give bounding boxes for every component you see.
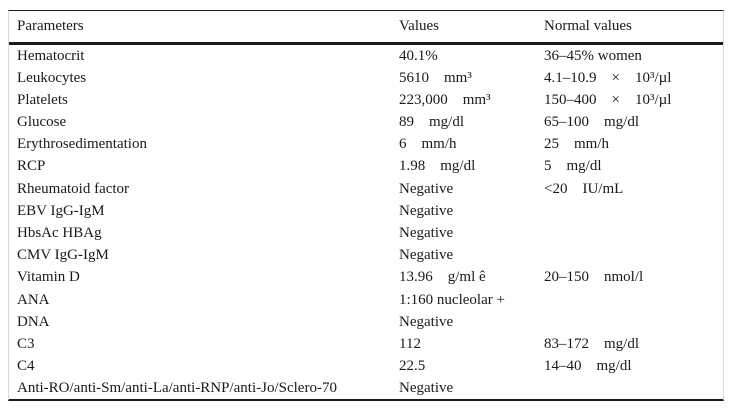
value-cell: 112 (399, 335, 421, 352)
column-header-values: Values (399, 18, 439, 34)
normal-cell: 36–45% women (544, 47, 642, 64)
value-cell: Negative (399, 380, 454, 397)
param-cell: ANA (17, 291, 50, 308)
param-cell: CMV IgG-IgM (17, 247, 109, 264)
lab-results-table: Parameters Values Normal values Hematocr… (8, 10, 724, 401)
table-row-c4: C4 22.5 14–40 mg/dl (9, 355, 723, 377)
table-row-erythrosedimentation: Erythrosedimentation 6 mm/h 25 mm/h (9, 133, 723, 155)
param-cell: HbsAc HBAg (17, 225, 102, 241)
value-cell: Negative (399, 225, 454, 241)
table-row-cmv: CMV IgG-IgM Negative (9, 244, 723, 266)
table-row-ebv: EBV IgG-IgM Negative (9, 200, 723, 222)
table-row-platelets: Platelets 223,000 mm³ 150–400 × 10³/µl (9, 89, 723, 111)
table-header-row: Parameters Values Normal values (9, 11, 723, 42)
param-cell: Hematocrit (17, 47, 85, 64)
value-cell: Negative (399, 202, 454, 219)
param-cell: Platelets (17, 91, 68, 108)
param-cell: Erythrosedimentation (17, 136, 147, 153)
normal-cell (544, 244, 723, 266)
table-row-rheumatoid-factor: Rheumatoid factor Negative <20 IU/mL (9, 178, 723, 200)
normal-cell: 20–150 nmol/l (544, 269, 644, 286)
normal-cell: 14–40 mg/dl (544, 358, 632, 375)
value-cell: 13.96 g/ml ê (399, 269, 486, 286)
value-cell: 1.98 mg/dl (399, 158, 476, 175)
normal-cell: 5 mg/dl (544, 158, 602, 175)
table-row-leukocytes: Leukocytes 5610 mm³ 4.1–10.9 × 10³/µl (9, 67, 723, 89)
value-cell: Negative (399, 180, 454, 197)
param-cell: EBV IgG-IgM (17, 202, 105, 219)
table-row-vitamin-d: Vitamin D 13.96 g/ml ê 20–150 nmol/l (9, 266, 723, 288)
normal-cell: <20 IU/mL (544, 180, 624, 197)
normal-cell: 4.1–10.9 × 10³/µl (544, 69, 672, 86)
value-cell: Negative (399, 313, 454, 330)
normal-cell (544, 311, 723, 333)
value-cell: Negative (399, 247, 454, 264)
normal-cell (544, 222, 723, 244)
param-cell: C3 (17, 335, 35, 352)
table-row-c3: C3 112 83–172 mg/dl (9, 333, 723, 355)
param-cell: Leukocytes (17, 69, 87, 86)
value-cell: 223,000 mm³ (399, 91, 491, 108)
table-row-hematocrit: Hematocrit 40.1% 36–45% women (9, 45, 723, 67)
value-cell: 40.1% (399, 47, 438, 64)
table-row-antibody-panel: Anti-RO/anti-Sm/anti-La/anti-RNP/anti-Jo… (9, 377, 723, 399)
table-row-hbsac: HbsAc HBAg Negative (9, 222, 723, 244)
normal-cell: 83–172 mg/dl (544, 335, 640, 352)
value-cell: 6 mm/h (399, 136, 457, 153)
param-cell: Vitamin D (17, 269, 80, 286)
normal-cell (544, 377, 723, 399)
param-cell: Anti-RO/anti-Sm/anti-La/anti-RNP/anti-Jo… (17, 380, 337, 397)
normal-cell: 65–100 mg/dl (544, 114, 640, 131)
table-row-rcp: RCP 1.98 mg/dl 5 mg/dl (9, 155, 723, 177)
param-cell: RCP (17, 158, 46, 175)
param-cell: DNA (17, 313, 50, 330)
column-header-normal-values: Normal values (544, 18, 632, 34)
normal-cell: 25 mm/h (544, 136, 610, 153)
param-cell: Rheumatoid factor (17, 180, 130, 197)
normal-cell (544, 200, 723, 222)
column-header-parameters: Parameters (17, 18, 84, 34)
header-divider-rule (9, 42, 723, 45)
value-cell: 1:160 nucleolar + (399, 291, 505, 308)
value-cell: 89 mg/dl (399, 114, 465, 131)
table-row-dna: DNA Negative (9, 311, 723, 333)
value-cell: 5610 mm³ (399, 69, 472, 86)
normal-cell (544, 289, 723, 311)
param-cell: C4 (17, 358, 35, 375)
value-cell: 22.5 (399, 358, 426, 375)
table-row-glucose: Glucose 89 mg/dl 65–100 mg/dl (9, 111, 723, 133)
table-row-ana: ANA 1:160 nucleolar + (9, 289, 723, 311)
param-cell: Glucose (17, 114, 67, 131)
normal-cell: 150–400 × 10³/µl (544, 91, 672, 108)
